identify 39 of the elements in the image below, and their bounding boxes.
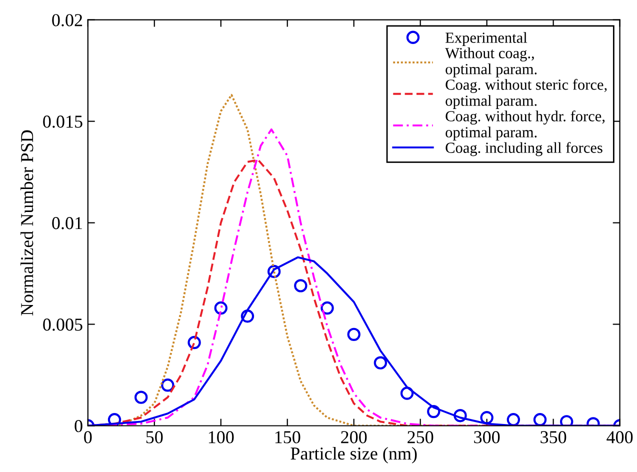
point (427, 404, 440, 418)
point (267, 264, 281, 278)
point (188, 336, 201, 350)
point (134, 390, 148, 404)
x-tick-label: 50 (146, 431, 163, 444)
x-tick-label: 350 (540, 431, 566, 444)
point (108, 413, 122, 426)
y-tick-label: 0.005 (43, 318, 82, 331)
point (240, 310, 254, 323)
y-tick-label: 0.015 (43, 116, 82, 128)
y-tick-label: 0.01 (52, 217, 82, 230)
point (161, 378, 174, 392)
x-tick-label: 250 (408, 431, 434, 444)
y-tick-label: 0.02 (52, 14, 82, 26)
legend-label: Coag. without steric force, optimal param. (446, 78, 607, 109)
y-axis-title: Normalized Number PSD (20, 130, 34, 316)
point (480, 411, 494, 424)
legend-label: Coag. without hydr. force, optimal param. (446, 110, 605, 141)
legend-label: Without coag., optimal param. (445, 48, 537, 78)
x-tick-label: 300 (474, 431, 500, 444)
x-axis-title: Particle size (nm) (290, 446, 417, 464)
legend-label: Coag. including all forces (446, 142, 602, 156)
legend-label: Experimental (446, 32, 528, 46)
point (533, 413, 547, 426)
point (400, 386, 414, 400)
x-tick-label: 100 (208, 431, 234, 444)
x-tick-label: 0 (84, 431, 92, 444)
point (214, 301, 228, 315)
point (506, 413, 520, 426)
x-tick-label: 400 (606, 431, 633, 444)
x-tick-label: 150 (275, 431, 300, 444)
x-tick-label: 200 (341, 431, 367, 444)
y-tick-label: 0 (74, 420, 82, 432)
point (347, 328, 360, 342)
point (294, 279, 308, 292)
point (560, 415, 574, 426)
point (374, 356, 388, 370)
point (320, 301, 334, 315)
point (454, 408, 467, 422)
